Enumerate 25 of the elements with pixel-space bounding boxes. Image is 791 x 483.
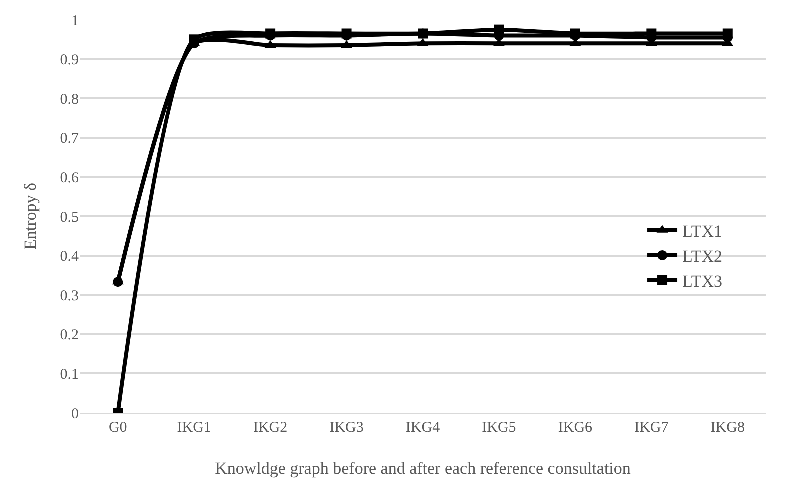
y-tick-label: 0.3 [60, 288, 79, 304]
y-tick-label: 0 [72, 406, 79, 422]
x-tick-label: IKG6 [558, 420, 594, 436]
x-tick-label: IKG1 [177, 420, 212, 436]
x-tick-label: IKG2 [253, 420, 288, 436]
x-tick-label: IKG8 [710, 420, 745, 436]
y-tick-label: 0.7 [60, 131, 80, 148]
y-tick-label: 0.8 [60, 92, 79, 108]
y-tick-label: 1 [72, 13, 79, 30]
x-tick-label: IKG3 [330, 420, 364, 436]
x-tick-label: IKG7 [634, 420, 670, 436]
y-axis-title: Entropy δ [21, 182, 40, 250]
x-tick-label: G0 [108, 420, 128, 436]
x-tick-label: IKG5 [482, 420, 516, 436]
legend-label: LTX3 [682, 272, 723, 292]
y-tick-label: 0.4 [60, 249, 80, 266]
y-tick-label: 0.2 [60, 328, 79, 344]
x-axis-title: Knowldge graph before and after each reference consultation [215, 459, 632, 478]
legend-label: LTX1 [682, 222, 723, 241]
x-tick-label: IKG4 [406, 420, 441, 436]
y-tick-label: 0.5 [60, 210, 79, 226]
y-tick-label: 0.1 [60, 366, 79, 383]
y-tick-label: 0.9 [60, 52, 79, 69]
legend-label: LTX2 [682, 247, 723, 266]
y-tick-label: 0.6 [60, 170, 80, 186]
